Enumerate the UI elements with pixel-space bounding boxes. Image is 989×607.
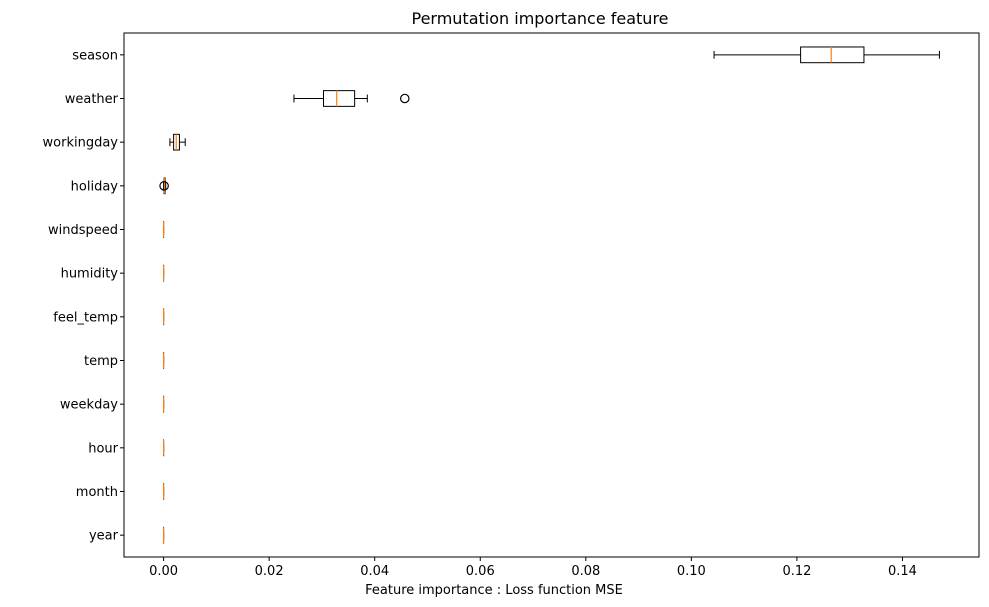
x-tick-label: 0.08: [571, 564, 600, 579]
plot-frame: [123, 32, 980, 558]
x-tick-label: 0.12: [782, 564, 811, 579]
chart-title: Permutation importance feature: [411, 9, 668, 28]
x-tick-label: 0.04: [360, 564, 389, 579]
x-tick-label: 0.06: [466, 564, 495, 579]
boxes-layer: [159, 46, 940, 544]
x-axis: 0.00 0.02 0.04 0.06 0.08 0.10 0.12 0.14: [149, 557, 917, 579]
y-tick-label: temp: [84, 354, 118, 369]
x-tick-label: 0.10: [677, 564, 706, 579]
y-axis: season weather workingday holiday windspeed h…: [43, 48, 124, 544]
outlier-point: [159, 181, 169, 191]
box-workingday: [169, 133, 186, 151]
x-tick-label: 0.02: [255, 564, 284, 579]
y-tick-label: month: [76, 485, 118, 500]
box-iqr: [323, 90, 356, 107]
box-iqr: [800, 46, 865, 64]
x-axis-label: Feature importance : Loss function MSE: [365, 583, 623, 598]
y-tick-label: hour: [88, 441, 118, 456]
y-tick-label: holiday: [71, 179, 119, 194]
outlier-point: [399, 93, 410, 104]
y-tick-label: windspeed: [48, 223, 118, 238]
box-holiday: [159, 177, 169, 195]
y-tick-label: workingday: [43, 136, 119, 151]
y-tick-label: weather: [65, 92, 119, 107]
y-tick-label: humidity: [61, 267, 119, 282]
y-tick-label: year: [89, 529, 119, 544]
y-tick-label: weekday: [60, 398, 118, 413]
box-weather: [293, 90, 410, 107]
y-tick-label: feel_temp: [53, 310, 118, 325]
y-tick-label: season: [72, 48, 118, 63]
x-tick-label: 0.00: [149, 564, 178, 579]
box-season: [713, 46, 940, 64]
x-tick-label: 0.14: [888, 564, 917, 579]
